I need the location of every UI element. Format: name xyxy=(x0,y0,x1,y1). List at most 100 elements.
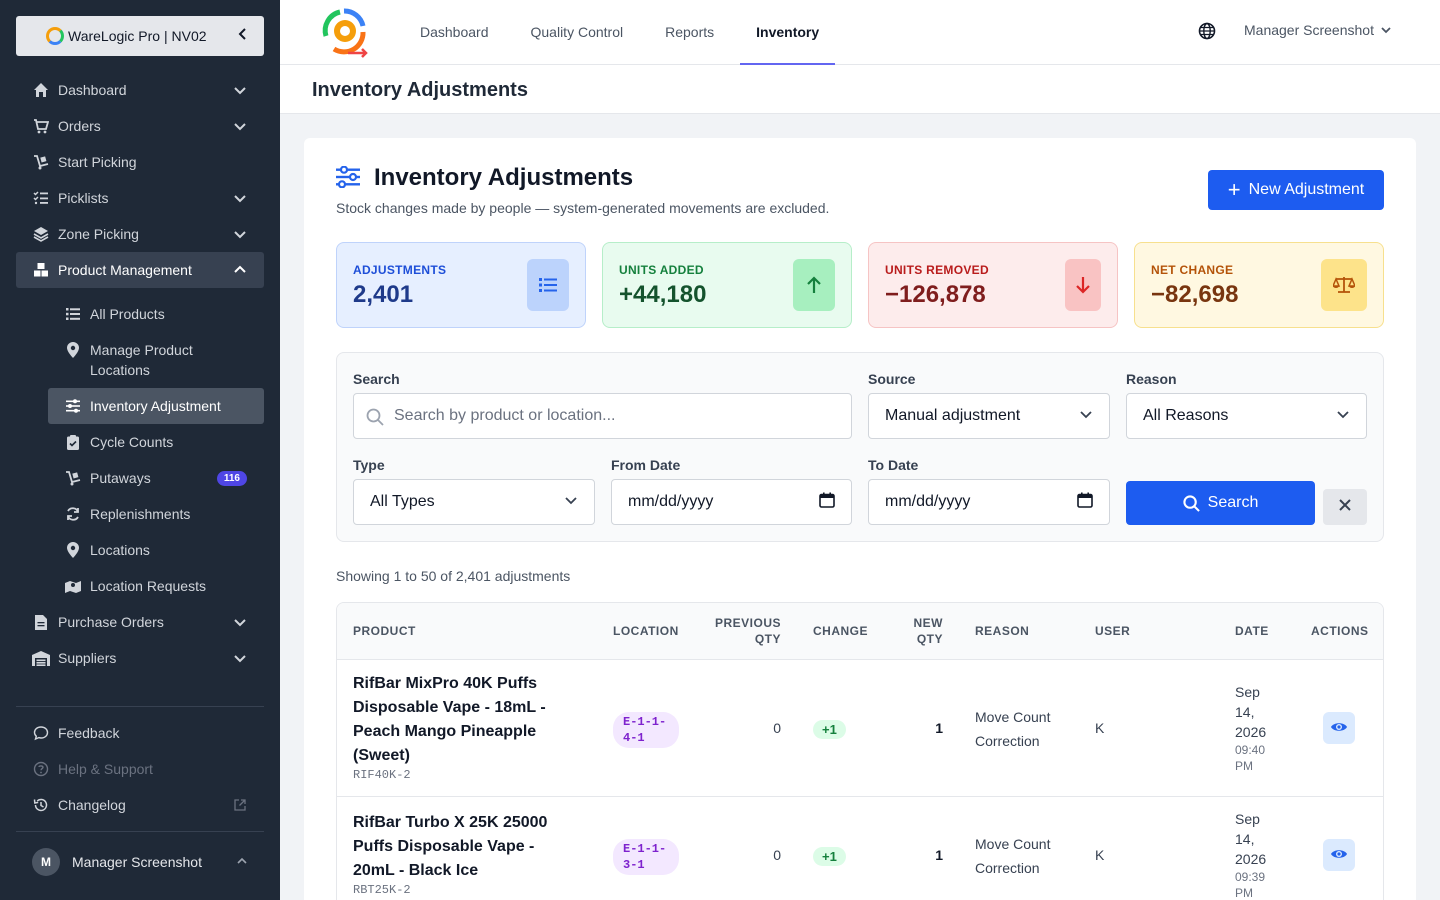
search-input[interactable] xyxy=(394,407,835,425)
globe-icon[interactable] xyxy=(1198,22,1218,42)
type-select[interactable]: All Types xyxy=(353,479,595,525)
list-check-icon xyxy=(32,189,50,207)
sidebar-item-orders[interactable]: Orders xyxy=(16,108,264,144)
chevron-left-icon[interactable] xyxy=(236,27,250,46)
chevron-down-icon[interactable] xyxy=(232,118,248,134)
product-name[interactable]: RifBar Turbo X 25K 25000 Puffs Disposabl… xyxy=(353,814,548,879)
sidebar-item-inventory-adjustment[interactable]: Inventory Adjustment xyxy=(48,388,264,424)
chevron-up-icon[interactable] xyxy=(232,262,248,278)
card-title: Inventory Adjustments xyxy=(336,164,633,192)
stat-net-change: NET CHANGE −82,698 xyxy=(1134,242,1384,328)
source-label: Source xyxy=(868,371,916,387)
search-icon xyxy=(366,408,384,431)
sidebar-item-locations[interactable]: Locations xyxy=(48,532,264,568)
stat-units-removed: UNITS REMOVED −126,878 xyxy=(868,242,1118,328)
location-badge[interactable]: E-1-1-4-1 xyxy=(613,712,679,748)
col-product[interactable]: PRODUCT xyxy=(353,624,416,638)
dolly-icon xyxy=(32,153,50,171)
sidebar-item-picklists[interactable]: Picklists xyxy=(16,180,264,216)
source-select[interactable]: Manual adjustment xyxy=(868,393,1110,439)
chevron-down-icon[interactable] xyxy=(232,190,248,206)
chevron-down-icon[interactable] xyxy=(232,82,248,98)
chevron-down-icon[interactable] xyxy=(232,226,248,242)
col-date[interactable]: DATE xyxy=(1235,624,1269,638)
search-button[interactable]: Search xyxy=(1126,481,1315,525)
new-qty: 1 xyxy=(935,720,943,736)
table-row[interactable]: RifBar MixPro 40K Puffs Disposable Vape … xyxy=(337,660,1383,797)
sidebar-item-purchase-orders[interactable]: Purchase Orders xyxy=(16,604,264,640)
sidebar-item-dashboard[interactable]: Dashboard xyxy=(16,72,264,108)
reason-text: Move Count Correction xyxy=(975,709,1051,749)
sidebar-item-location-requests[interactable]: Location Requests xyxy=(48,568,264,604)
date-text: Sep 14, 2026 xyxy=(1235,684,1267,740)
user-text: K xyxy=(1095,720,1105,736)
col-change[interactable]: CHANGE xyxy=(813,624,869,638)
sidebar-item-feedback[interactable]: Feedback xyxy=(16,715,264,751)
sidebar-item-manage-product-locations[interactable]: Manage Product Locations xyxy=(48,332,264,388)
col-reason[interactable]: REASON xyxy=(975,624,1030,638)
chevron-up-icon[interactable] xyxy=(236,854,248,870)
tab-quality-control[interactable]: Quality Control xyxy=(530,23,624,40)
refresh-icon xyxy=(64,505,82,523)
warehouse-icon xyxy=(32,649,50,667)
pin-icon xyxy=(64,341,82,359)
search-field[interactable] xyxy=(353,393,852,439)
sidebar-item-start-picking[interactable]: Start Picking xyxy=(16,144,264,180)
view-adjustment-button[interactable] xyxy=(1323,839,1355,871)
sidebar-nav: Dashboard Orders Start Picking Picklists… xyxy=(16,72,264,692)
app-logo-icon[interactable] xyxy=(318,6,372,58)
search-icon xyxy=(1183,494,1200,512)
clear-filters-button[interactable] xyxy=(1323,489,1367,525)
sidebar-user-menu[interactable]: M Manager Screenshot xyxy=(16,831,264,891)
tab-dashboard[interactable]: Dashboard xyxy=(420,23,489,40)
chevron-down-icon[interactable] xyxy=(232,650,248,666)
sidebar-item-zone-picking[interactable]: Zone Picking xyxy=(16,216,264,252)
sidebar-item-replenishments[interactable]: Replenishments xyxy=(48,496,264,532)
top-user-name: Manager Screenshot xyxy=(1244,22,1374,38)
calendar-icon[interactable] xyxy=(819,492,835,513)
product-name[interactable]: RifBar MixPro 40K Puffs Disposable Vape … xyxy=(353,675,546,764)
results-count: Showing 1 to 50 of 2,401 adjustments xyxy=(336,568,571,584)
col-previous-qty-line2: QTY xyxy=(754,632,781,646)
col-actions: ACTIONS xyxy=(1311,624,1369,638)
putaways-count-badge: 116 xyxy=(216,470,247,486)
col-new-qty[interactable]: NEW QTY xyxy=(893,615,943,647)
col-location[interactable]: LOCATION xyxy=(613,624,679,638)
avatar: M xyxy=(32,847,60,876)
from-date-input[interactable]: mm/dd/yyyy xyxy=(611,479,852,525)
chevron-down-icon xyxy=(564,493,578,512)
pin-icon xyxy=(64,541,82,559)
tab-reports[interactable]: Reports xyxy=(665,23,715,40)
chevron-down-icon xyxy=(1079,407,1093,426)
sidebar-item-all-products[interactable]: All Products xyxy=(48,296,264,332)
col-new-qty-line1: NEW xyxy=(913,616,943,630)
brand-switcher[interactable]: WareLogic Pro | NV02 xyxy=(16,16,264,56)
location-badge[interactable]: E-1-1-3-1 xyxy=(613,839,679,875)
table-row[interactable]: RifBar Turbo X 25K 25000 Puffs Disposabl… xyxy=(337,797,1383,900)
top-user-menu[interactable]: Manager Screenshot xyxy=(1244,22,1392,38)
sidebar-item-changelog[interactable]: Changelog xyxy=(16,787,264,823)
col-user[interactable]: USER xyxy=(1095,624,1131,638)
adjustments-table: PRODUCT LOCATION PREVIOUS QTY CHANGE NEW… xyxy=(336,602,1384,900)
brand-name: WareLogic Pro | NV02 xyxy=(68,28,207,44)
sidebar-item-suppliers[interactable]: Suppliers xyxy=(16,640,264,676)
tab-inventory[interactable]: Inventory xyxy=(740,0,836,65)
sidebar-item-cycle-counts[interactable]: Cycle Counts xyxy=(48,424,264,460)
view-adjustment-button[interactable] xyxy=(1323,712,1355,744)
chevron-down-icon[interactable] xyxy=(232,614,248,630)
reason-label: Reason xyxy=(1126,371,1177,387)
reason-select[interactable]: All Reasons xyxy=(1126,393,1367,439)
layers-icon xyxy=(32,225,50,243)
col-previous-qty[interactable]: PREVIOUS QTY xyxy=(697,615,781,647)
reason-select-value: All Reasons xyxy=(1143,407,1229,424)
card-title-text: Inventory Adjustments xyxy=(374,164,634,191)
sidebar-item-help-support[interactable]: Help & Support xyxy=(16,751,264,787)
calendar-icon[interactable] xyxy=(1077,492,1093,513)
sidebar-item-product-management[interactable]: Product Management xyxy=(16,252,264,288)
to-date-input[interactable]: mm/dd/yyyy xyxy=(868,479,1110,525)
new-adjustment-label: New Adjustment xyxy=(1248,181,1365,198)
new-adjustment-button[interactable]: + New Adjustment xyxy=(1208,170,1384,210)
sidebar-item-putaways[interactable]: Putaways 116 xyxy=(48,460,264,496)
stat-value: 2,401 xyxy=(353,281,414,308)
sidebar-item-label: Suppliers xyxy=(58,650,117,666)
